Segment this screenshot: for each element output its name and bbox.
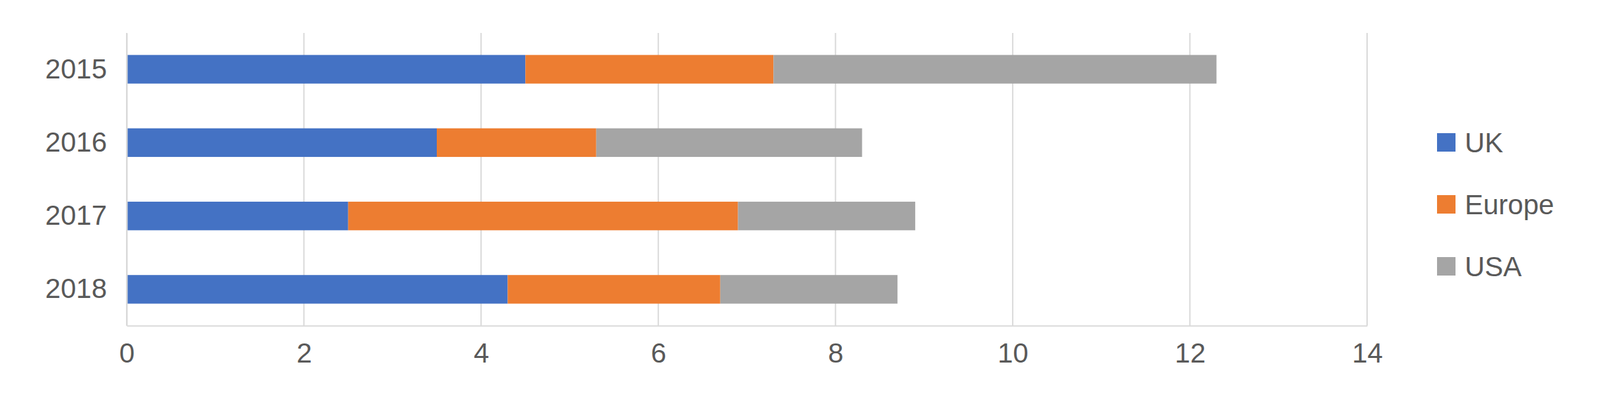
legend-label: USA [1464, 251, 1522, 283]
grid-line [1366, 32, 1368, 326]
chart: 0 2 4 6 8 10 12 14 2015 2016 2017 2018 UK Europe USA [0, 0, 1600, 412]
legend-swatch [1437, 195, 1456, 214]
bars [126, 54, 1217, 304]
tick: 2015 [45, 53, 127, 85]
bar [436, 128, 597, 158]
tick: 0 [119, 325, 135, 369]
bar [348, 201, 739, 231]
legend: UK Europe USA [1437, 127, 1554, 283]
legend-item: USA [1437, 251, 1522, 283]
bar [596, 128, 863, 158]
tick-label: 2017 [45, 199, 107, 231]
tick: 12 [1175, 325, 1207, 369]
tick-label: 2 [296, 337, 312, 369]
tick-label: 4 [473, 337, 489, 369]
tick-label: 0 [119, 337, 135, 369]
bar [720, 275, 898, 304]
series [126, 54, 526, 304]
x-axis: 0 2 4 6 8 10 12 14 [119, 325, 1383, 369]
tick: 4 [473, 325, 489, 369]
legend-swatch [1437, 133, 1456, 152]
y-axis: 2015 2016 2017 2018 [45, 33, 128, 327]
bar [773, 54, 1216, 84]
tick: 2017 [45, 199, 127, 231]
tick-label: 2015 [45, 53, 107, 85]
bar [525, 54, 774, 84]
grid-line [126, 32, 128, 326]
tick: 6 [651, 325, 667, 369]
tick-label: 6 [651, 337, 667, 369]
bar [126, 275, 508, 304]
series [596, 54, 1217, 304]
legend-item: UK [1437, 127, 1504, 159]
grid [126, 32, 1368, 326]
tick-label: 2018 [45, 273, 107, 305]
bar [126, 201, 349, 231]
tick: 10 [997, 325, 1029, 369]
legend-label: UK [1464, 127, 1504, 159]
legend-label: Europe [1464, 189, 1554, 221]
axis-line [127, 325, 1368, 328]
legend-swatch [1437, 257, 1456, 276]
bar [126, 54, 526, 84]
legend-item: Europe [1437, 189, 1554, 221]
plot: 0 2 4 6 8 10 12 14 2015 2016 2017 2018 [45, 32, 1383, 369]
bar [738, 201, 916, 231]
tick-label: 2016 [45, 126, 107, 158]
tick-label: 12 [1175, 337, 1207, 369]
tick: 14 [1351, 325, 1383, 369]
tick: 2016 [45, 126, 127, 158]
tick-label: 8 [828, 337, 844, 369]
axis-line [126, 33, 128, 327]
bar [126, 128, 437, 158]
tick: 2018 [45, 273, 127, 305]
tick-label: 10 [997, 337, 1029, 369]
bar [507, 275, 720, 304]
tick-label: 14 [1351, 337, 1383, 369]
series [348, 54, 774, 304]
tick: 2 [296, 325, 312, 369]
tick: 8 [828, 325, 844, 369]
